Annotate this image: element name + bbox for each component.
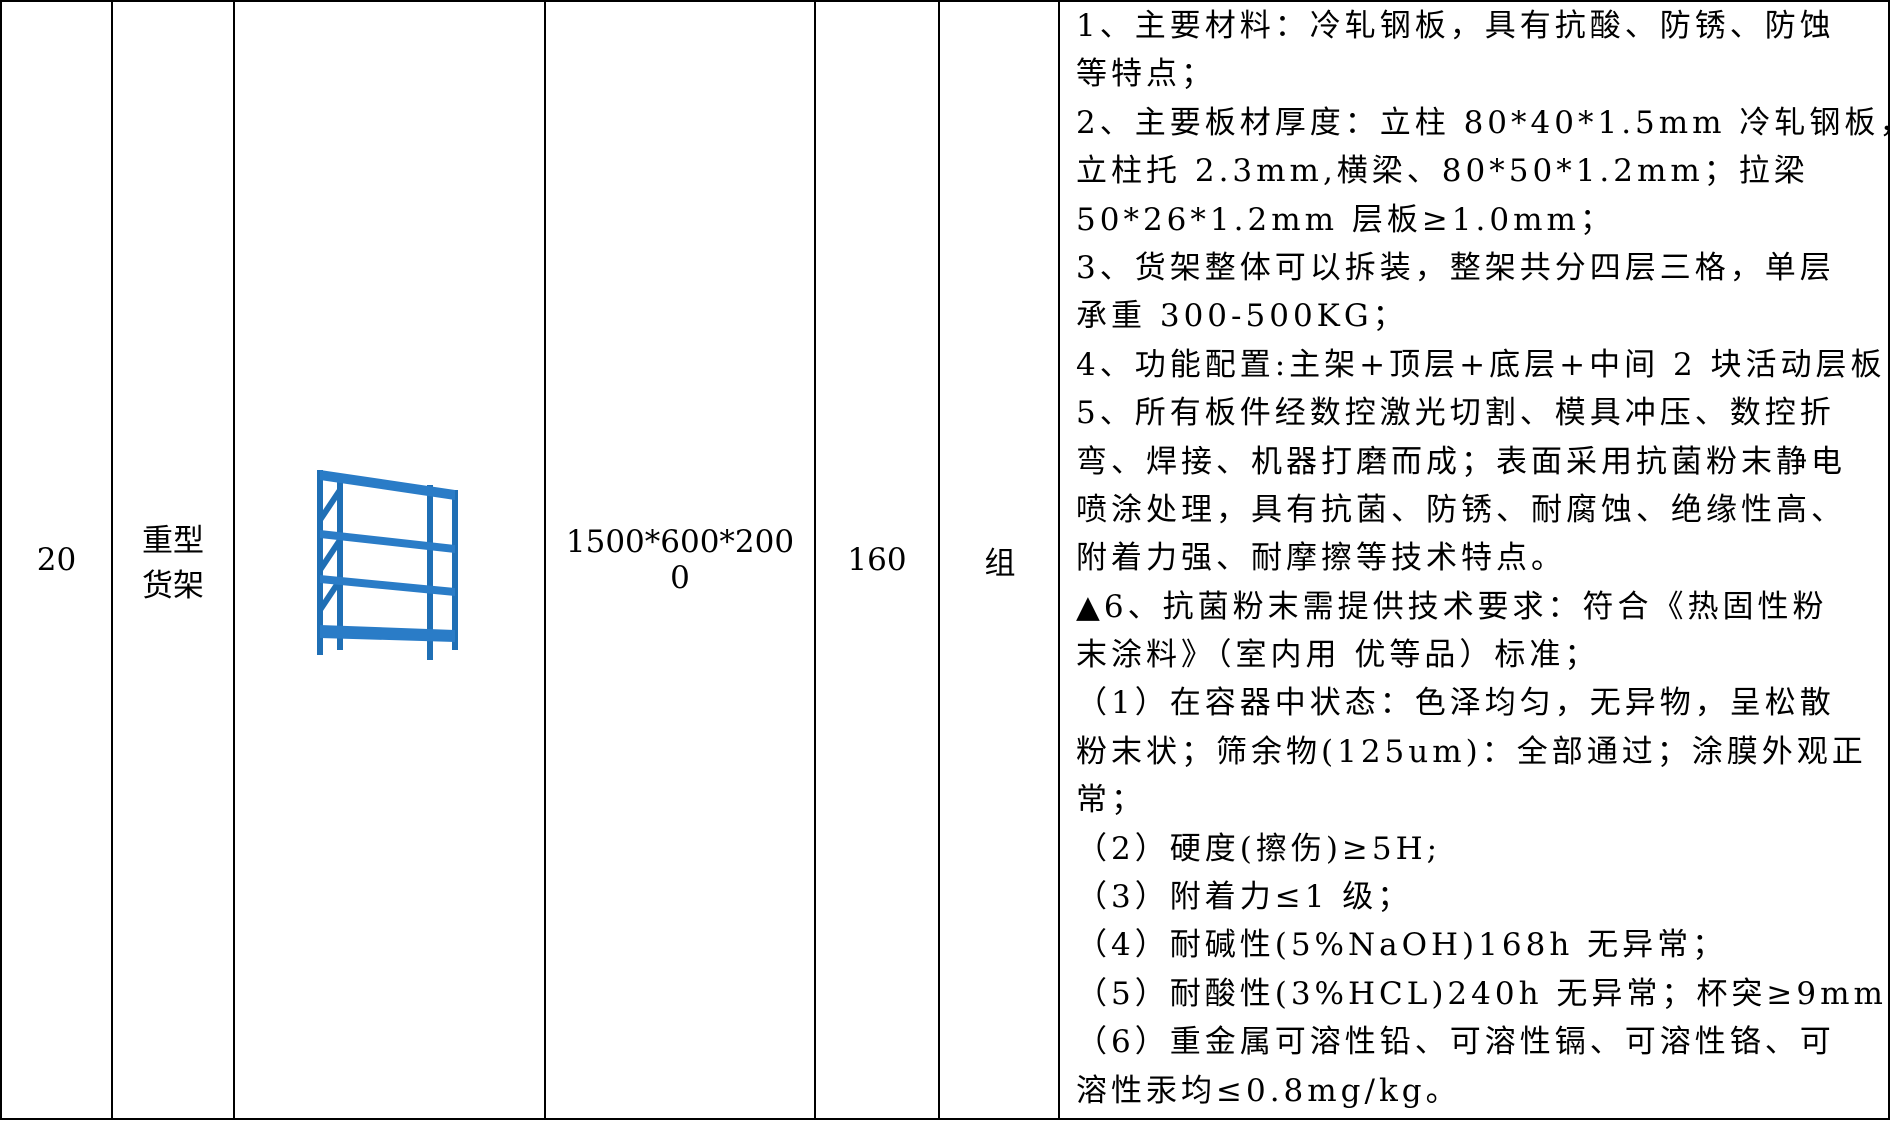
number: 20 [36, 542, 77, 578]
unit: 组 [984, 545, 1016, 582]
description-line: 末涂料》（室内用 优等品）标准； [1076, 637, 1600, 674]
name-cell: 重型 货架 [111, 0, 233, 1120]
image-cell [233, 0, 544, 1120]
description-cell [1058, 0, 1890, 1120]
name-line: 重型 [142, 523, 204, 559]
quantity-cell: 160 [814, 0, 938, 1120]
description-line: 喷涂处理，具有抗菌、防锈、耐腐蚀、绝缘性高、 [1076, 491, 1846, 528]
quantity: 160 [847, 542, 907, 578]
description-line: 5、所有板件经数控激光切割、模具冲压、数控折 [1076, 395, 1835, 432]
shelf-image [316, 470, 458, 660]
description-line: 等特点； [1076, 56, 1216, 93]
description-line: 溶性汞均≤0.8mg/kg。 [1076, 1072, 1461, 1109]
size-line: 0 [670, 560, 690, 596]
size-line: 1500*600*200 [565, 524, 795, 560]
description-line: 4、功能配置:主架+顶层+底层+中间 2 块活动层板； [1076, 346, 1890, 383]
description-line: （3）附着力≤1 级； [1076, 879, 1413, 916]
description-line: 粉末状；筛余物(125um)：全部通过；涂膜外观正 [1076, 733, 1867, 770]
description-line: （5）耐酸性(3%HCL)240h 无异常；杯突≥9mm； [1076, 975, 1890, 1012]
description: 1、主要材料：冷轧钢板，具有抗酸、防锈、防蚀 等特点； 2、主要板材厚度：立柱 80… [1060, 2, 1890, 1115]
description-line: 50*26*1.2mm 层板≥1.0mm； [1076, 201, 1615, 238]
description-line: 附着力强、耐摩擦等技术特点。 [1076, 540, 1566, 577]
name-line: 货架 [142, 568, 204, 604]
description-line: 承重 300-500KG； [1076, 298, 1408, 335]
description-line: 弯、焊接、机器打磨而成；表面采用抗菌粉末静电 [1076, 443, 1846, 480]
description-line: 2、主要板材厚度：立柱 80*40*1.5mm 冷轧钢板， [1076, 104, 1890, 141]
size-cell: 1500*600*200 0 [544, 0, 814, 1120]
description-line: 立柱托 2.3mm,横梁、80*50*1.2mm；拉梁 [1076, 153, 1809, 190]
description-line: 1、主要材料：冷轧钢板，具有抗酸、防锈、防蚀 [1076, 8, 1835, 44]
description-line: （6）重金属可溶性铅、可溶性镉、可溶性铬、可 [1076, 1024, 1835, 1061]
description-line: 3、货架整体可以拆装，整架共分四层三格，单层 [1076, 249, 1835, 286]
description-line: 常； [1076, 782, 1146, 819]
unit-cell: 组 [938, 0, 1060, 1120]
number-cell: 20 [0, 0, 111, 1120]
description-line: ▲6、抗菌粉末需提供技术要求：符合《热固性粉 [1076, 588, 1828, 625]
description-line: （4）耐碱性(5%NaOH)168h 无异常； [1076, 927, 1728, 964]
description-line: （2）硬度(擦伤)≥5H; [1076, 830, 1442, 867]
description-line: （1）在容器中状态：色泽均匀，无异物，呈松散 [1076, 685, 1835, 722]
